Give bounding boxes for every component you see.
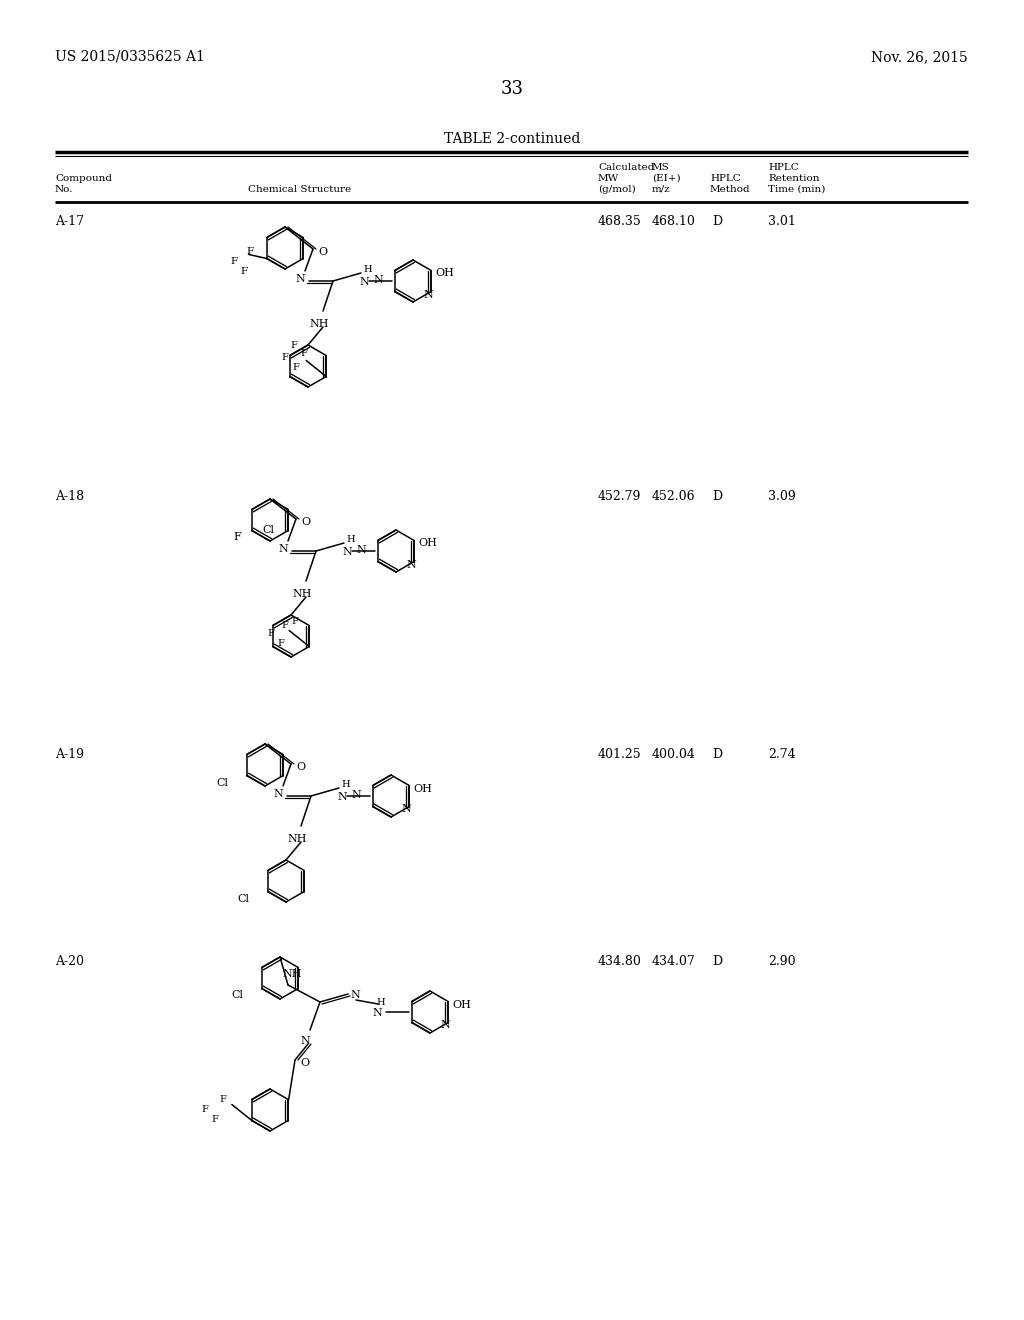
Text: Cl: Cl [238, 894, 250, 903]
Text: NH: NH [292, 589, 311, 599]
Text: TABLE 2-continued: TABLE 2-continued [443, 132, 581, 147]
Text: O: O [301, 517, 310, 527]
Text: N: N [350, 990, 359, 1001]
Text: N: N [351, 789, 360, 800]
Text: 400.04: 400.04 [652, 748, 696, 762]
Text: F: F [233, 532, 242, 543]
Text: m/z: m/z [652, 185, 671, 194]
Text: A-19: A-19 [55, 748, 84, 762]
Text: NH: NH [282, 969, 301, 979]
Text: F: F [212, 1114, 219, 1123]
Text: N: N [440, 1020, 450, 1031]
Text: 452.06: 452.06 [652, 490, 695, 503]
Text: N: N [295, 275, 305, 284]
Text: F: F [300, 348, 307, 358]
Text: O: O [296, 762, 305, 772]
Text: 434.07: 434.07 [652, 954, 695, 968]
Text: 2.90: 2.90 [768, 954, 796, 968]
Text: F: F [290, 341, 297, 350]
Text: D: D [712, 215, 722, 228]
Text: Nov. 26, 2015: Nov. 26, 2015 [871, 50, 968, 63]
Text: F: F [267, 628, 274, 638]
Text: HPLC: HPLC [768, 162, 799, 172]
Text: OH: OH [453, 999, 471, 1010]
Text: N: N [401, 804, 411, 814]
Text: NH: NH [309, 319, 329, 329]
Text: N: N [372, 1008, 382, 1018]
Text: OH: OH [418, 539, 437, 549]
Text: O: O [318, 247, 327, 257]
Text: F: F [291, 616, 298, 626]
Text: 33: 33 [501, 81, 523, 98]
Text: D: D [712, 490, 722, 503]
Text: Time (min): Time (min) [768, 185, 825, 194]
Text: Cl: Cl [217, 777, 228, 788]
Text: N: N [300, 1036, 309, 1045]
Text: Cl: Cl [231, 990, 244, 1001]
Text: Compound: Compound [55, 174, 112, 183]
Text: OH: OH [414, 784, 432, 793]
Text: N: N [337, 792, 347, 803]
Text: 2.74: 2.74 [768, 748, 796, 762]
Text: D: D [712, 954, 722, 968]
Text: N: N [407, 560, 416, 569]
Text: 434.80: 434.80 [598, 954, 642, 968]
Text: US 2015/0335625 A1: US 2015/0335625 A1 [55, 50, 205, 63]
Text: H: H [346, 535, 354, 544]
Text: (EI+): (EI+) [652, 174, 681, 183]
Text: O: O [300, 1059, 309, 1068]
Text: F: F [220, 1094, 226, 1104]
Text: H: H [341, 780, 349, 789]
Text: D: D [712, 748, 722, 762]
Text: F: F [241, 267, 248, 276]
Text: F: F [230, 256, 238, 265]
Text: (g/mol): (g/mol) [598, 185, 636, 194]
Text: 468.35: 468.35 [598, 215, 642, 228]
Text: 401.25: 401.25 [598, 748, 642, 762]
Text: N: N [373, 275, 383, 285]
Text: A-18: A-18 [55, 490, 84, 503]
Text: H: H [376, 998, 385, 1007]
Text: F: F [282, 620, 288, 630]
Text: N: N [356, 545, 366, 554]
Text: F: F [278, 639, 284, 648]
Text: OH: OH [435, 268, 454, 279]
Text: Cl: Cl [262, 525, 274, 535]
Text: F: F [202, 1105, 209, 1114]
Text: A-17: A-17 [55, 215, 84, 228]
Text: N: N [273, 789, 283, 799]
Text: 3.09: 3.09 [768, 490, 796, 503]
Text: 452.79: 452.79 [598, 490, 641, 503]
Text: F: F [282, 352, 288, 362]
Text: MS: MS [652, 162, 670, 172]
Text: No.: No. [55, 185, 74, 194]
Text: MW: MW [598, 174, 620, 183]
Text: A-20: A-20 [55, 954, 84, 968]
Text: Method: Method [710, 185, 751, 194]
Text: H: H [362, 265, 372, 275]
Text: NH: NH [287, 834, 306, 843]
Text: F: F [247, 247, 254, 256]
Text: N: N [423, 289, 433, 300]
Text: Calculated: Calculated [598, 162, 654, 172]
Text: HPLC: HPLC [710, 174, 740, 183]
Text: N: N [278, 544, 288, 554]
Text: Chemical Structure: Chemical Structure [249, 185, 351, 194]
Text: 468.10: 468.10 [652, 215, 696, 228]
Text: 3.01: 3.01 [768, 215, 796, 228]
Text: N: N [342, 546, 352, 557]
Text: N: N [359, 277, 369, 286]
Text: F: F [292, 363, 299, 371]
Text: Retention: Retention [768, 174, 819, 183]
